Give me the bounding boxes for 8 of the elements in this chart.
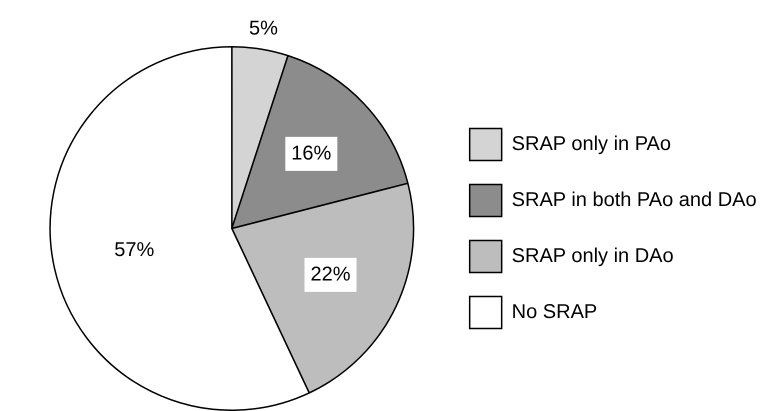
- legend-label: SRAP only in DAo: [512, 245, 674, 268]
- data-label: 16%: [291, 142, 332, 164]
- data-label: 57%: [114, 238, 155, 261]
- legend-label: SRAP in both PAo and DAo: [512, 189, 757, 212]
- data-label: 5%: [248, 18, 278, 40]
- legend-label: SRAP only in PAo: [512, 133, 672, 156]
- data-label: 22%: [310, 263, 351, 286]
- legend-label: No SRAP: [512, 301, 598, 324]
